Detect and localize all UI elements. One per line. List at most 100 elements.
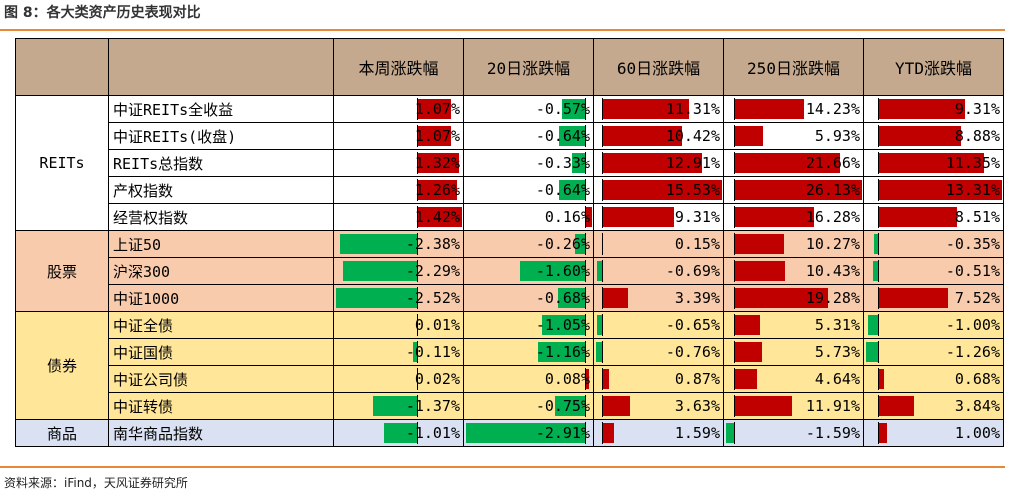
data-label: 7.52%	[954, 289, 1000, 307]
value-cell: -1.01%	[333, 419, 464, 447]
positive-data-bar	[877, 288, 948, 308]
negative-data-bar	[336, 288, 417, 308]
value-cell: -0.26%	[463, 230, 594, 258]
positive-data-bar	[601, 180, 722, 200]
positive-data-bar	[733, 207, 814, 227]
data-label: -1.37%	[405, 397, 460, 415]
value-cell: 1.32%	[333, 149, 464, 177]
value-cell: 11.91%	[723, 392, 864, 420]
value-cell: -1.05%	[463, 311, 594, 339]
asset-name: 中证转债	[108, 392, 334, 420]
top-rule	[0, 29, 1005, 31]
value-cell: 15.53%	[593, 176, 724, 204]
value-cell: 0.02%	[333, 365, 464, 393]
value-cell: -0.33%	[463, 149, 594, 177]
data-label: 3.84%	[954, 397, 1000, 415]
value-cell: -2.52%	[333, 284, 464, 312]
value-cell: -0.69%	[593, 257, 724, 285]
value-cell: -0.64%	[463, 122, 594, 150]
category-label: 债券	[15, 311, 109, 420]
table-row: 债券 中证全债 0.01% -1.05% -0.65% 5.31% -1.00%	[15, 311, 1004, 420]
value-cell: 0.68%	[863, 365, 1004, 393]
data-label: 0.15%	[674, 235, 720, 253]
zero-axis-line	[585, 422, 587, 444]
value-cell: 26.13%	[723, 176, 864, 204]
data-label: -1.01%	[405, 424, 460, 442]
negative-data-bar	[413, 342, 417, 362]
positive-data-bar	[733, 342, 762, 362]
asset-name: 中证国债	[108, 338, 334, 366]
negative-data-bar	[868, 315, 878, 335]
asset-name: 上证50	[108, 230, 334, 258]
zero-axis-line	[416, 98, 418, 120]
asset-name: 中证公司债	[108, 365, 334, 393]
data-label: 10.27%	[805, 235, 860, 253]
positive-data-bar	[733, 261, 785, 281]
value-cell: 9.31%	[593, 203, 724, 231]
data-label: 11.31%	[665, 100, 720, 118]
negative-data-bar	[866, 342, 878, 362]
data-label: -0.68%	[535, 289, 590, 307]
positive-data-bar	[877, 207, 958, 227]
positive-data-bar	[877, 99, 965, 119]
data-label: 0.08%	[544, 370, 590, 388]
data-label: 0.02%	[414, 370, 460, 388]
data-label: -0.35%	[945, 235, 1000, 253]
value-cell: -1.37%	[333, 392, 464, 420]
value-cell: 13.31%	[863, 176, 1004, 204]
zero-axis-line	[585, 125, 587, 147]
table-row: REITs总指数 1.32% -0.33% 12.91% 21.66% 11.35%	[15, 149, 1004, 177]
data-label: -1.26%	[945, 343, 1000, 361]
data-label: -2.29%	[405, 262, 460, 280]
value-cell: -1.60%	[463, 257, 594, 285]
negative-data-bar	[562, 99, 586, 119]
table-row: 中证1000 -2.52% -0.68% 3.39% 19.28% 7.52%	[15, 284, 1004, 312]
negative-data-bar	[372, 396, 417, 416]
positive-data-bar	[877, 423, 888, 443]
column-header: 本周涨跌幅	[333, 38, 464, 96]
zero-axis-line	[601, 179, 603, 201]
data-label: 26.13%	[805, 181, 860, 199]
data-label: 11.91%	[805, 397, 860, 415]
value-cell: -1.16%	[463, 338, 594, 366]
value-cell: 9.31%	[863, 95, 1004, 123]
positive-data-bar	[733, 153, 841, 173]
data-label: -0.51%	[945, 262, 1000, 280]
zero-axis-line	[601, 260, 603, 282]
value-cell: 1.07%	[333, 95, 464, 123]
negative-data-bar	[340, 234, 417, 254]
positive-data-bar	[416, 126, 451, 146]
value-cell: 5.73%	[723, 338, 864, 366]
zero-axis-line	[585, 260, 587, 282]
header-blank-category	[15, 38, 109, 96]
data-label: 9.31%	[674, 208, 720, 226]
asset-name: 中证REITs(收盘)	[108, 122, 334, 150]
zero-axis-line	[733, 125, 735, 147]
zero-axis-line	[733, 152, 735, 174]
value-cell: 5.93%	[723, 122, 864, 150]
asset-name: 南华商品指数	[108, 419, 334, 447]
value-cell: -0.11%	[333, 338, 464, 366]
zero-axis-line	[877, 125, 879, 147]
data-label: 8.51%	[954, 208, 1000, 226]
data-label: 3.39%	[674, 289, 720, 307]
source-note: 资料来源：iFind，天风证券研究所	[4, 476, 188, 490]
zero-axis-line	[601, 233, 603, 255]
data-label: -1.05%	[535, 316, 590, 334]
zero-axis-line	[585, 179, 587, 201]
bottom-rule	[0, 466, 1005, 468]
data-label: 1.07%	[414, 100, 460, 118]
value-cell: 14.23%	[723, 95, 864, 123]
zero-axis-line	[585, 341, 587, 363]
table-row: REITs 中证REITs全收益 1.07% -0.57% 11.31% 14.23% 9.…	[15, 95, 1004, 231]
zero-axis-line	[416, 206, 418, 228]
zero-axis-line	[733, 341, 735, 363]
value-cell: 5.31%	[723, 311, 864, 339]
zero-axis-line	[585, 206, 587, 228]
data-label: -2.38%	[405, 235, 460, 253]
zero-axis-line	[877, 368, 879, 390]
data-label: -0.11%	[405, 343, 460, 361]
positive-data-bar	[585, 369, 589, 389]
negative-data-bar	[559, 126, 586, 146]
positive-data-bar	[877, 153, 984, 173]
